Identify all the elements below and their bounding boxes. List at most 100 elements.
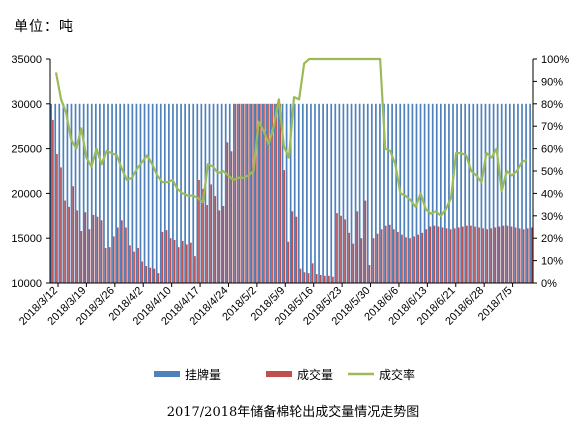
bar-traded (291, 211, 294, 283)
bar-traded (315, 274, 318, 283)
bar-traded (60, 167, 62, 283)
legend-label-traded: 成交量 (297, 367, 333, 382)
bar-traded (328, 275, 330, 283)
bar-listed (285, 103, 288, 283)
bar-traded (421, 232, 424, 283)
bar-listed (50, 103, 53, 283)
bar-traded (356, 211, 359, 283)
bar-listed (139, 103, 142, 283)
bar-listed (306, 103, 308, 283)
bar-traded (441, 227, 444, 283)
bar-listed (78, 103, 81, 283)
bar-traded (88, 229, 91, 283)
bar-listed (127, 103, 130, 283)
bar-listed (383, 103, 385, 283)
bar-traded (392, 229, 395, 283)
bar-traded (319, 274, 322, 283)
bar-traded (279, 103, 282, 283)
bar-listed (346, 103, 349, 283)
bar-listed (159, 103, 162, 283)
bar-listed (411, 103, 414, 283)
bar-traded (372, 238, 375, 283)
bar-listed (168, 103, 170, 283)
bar-traded (405, 237, 407, 283)
bar-listed (362, 103, 365, 283)
bar-traded (397, 231, 399, 283)
bar-listed (395, 103, 398, 283)
bar-traded (417, 234, 420, 283)
bar-listed (334, 103, 337, 283)
bar-traded (52, 119, 54, 284)
bar-listed (269, 103, 272, 283)
bar-traded (76, 210, 79, 283)
bar-traded (380, 229, 383, 283)
series-line-rate (54, 57, 528, 217)
bar-listed (517, 103, 519, 283)
bar-traded (177, 247, 180, 283)
y2-tick-label: 70% (541, 121, 563, 133)
bar-traded (198, 179, 200, 283)
bar-traded (145, 265, 148, 283)
y2-tick-label: 100% (541, 54, 569, 66)
bar-listed (163, 103, 166, 283)
bar-traded (165, 230, 168, 283)
bar-listed (224, 103, 227, 283)
bar-listed (407, 103, 410, 283)
bar-listed (460, 103, 462, 283)
bar-traded (100, 220, 103, 283)
bar-listed (147, 103, 150, 283)
bar-listed (107, 103, 109, 283)
bar-traded (502, 225, 505, 283)
bar-traded (401, 234, 403, 283)
bar-traded (246, 103, 249, 283)
bar-listed (472, 103, 475, 283)
legend-swatch-traded (266, 371, 292, 377)
bar-traded (494, 227, 497, 283)
bar-listed (66, 103, 69, 283)
bar-traded (490, 228, 493, 283)
bar-traded (283, 170, 286, 283)
bar-listed (508, 103, 511, 283)
bar-listed (435, 103, 438, 283)
y-tick-label: 20000 (11, 188, 42, 200)
bar-traded (429, 226, 432, 283)
bar-listed (176, 103, 178, 283)
y2-tick-label: 80% (541, 99, 563, 111)
bar-traded (153, 268, 156, 283)
bar-listed (208, 103, 211, 283)
bar-traded (56, 153, 58, 283)
bar-traded (360, 238, 363, 283)
bar-listed (172, 103, 174, 283)
y-tick-label: 35000 (11, 54, 42, 66)
bar-traded (214, 196, 217, 283)
bar-traded (169, 238, 172, 283)
bar-listed (273, 103, 276, 283)
bar-listed (155, 103, 158, 283)
bar-traded (437, 226, 440, 283)
bar-listed (358, 103, 361, 283)
bar-listed (281, 103, 284, 283)
bar-traded (173, 239, 176, 283)
bar-traded (518, 228, 521, 283)
bar-traded (84, 212, 87, 283)
bar-traded (96, 216, 99, 283)
bar-listed (439, 103, 442, 283)
bar-listed (375, 103, 377, 283)
bar-listed (70, 103, 73, 283)
bar-traded (303, 272, 306, 283)
bar-traded (206, 205, 208, 283)
bar-listed (204, 103, 207, 283)
legend-label-rate: 成交率 (379, 367, 415, 382)
bar-listed (480, 103, 483, 283)
bar-traded (108, 247, 111, 283)
bar-listed (387, 103, 389, 283)
bar-listed (119, 103, 122, 283)
legend: 挂牌量 成交量 成交率 (154, 367, 415, 382)
bar-traded (295, 216, 298, 283)
bar-traded (125, 227, 127, 283)
bar-traded (218, 210, 221, 283)
bar-traded (486, 229, 489, 283)
bar-traded (157, 273, 160, 283)
bar-listed (123, 103, 126, 283)
bar-traded (433, 225, 436, 283)
